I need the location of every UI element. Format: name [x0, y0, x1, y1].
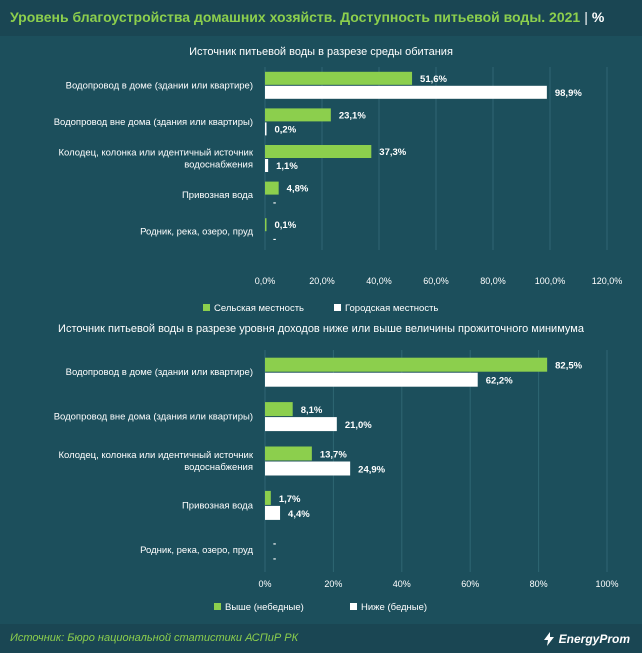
x-tick-label: 40%: [393, 579, 411, 589]
bar-white: [265, 122, 267, 136]
category-label: Водопровод в доме (здании или квартире): [66, 367, 253, 378]
data-label: -: [273, 198, 276, 209]
bar-green: [265, 357, 548, 372]
x-tick-label: 80,0%: [480, 276, 506, 286]
x-tick-label: 100%: [595, 579, 618, 589]
category-label: Родник, река, озеро, пруд: [140, 227, 253, 238]
chart-title: Источник питьевой воды в разрезе среды о…: [189, 46, 453, 58]
category-label-line: Водопровод в доме (здании или квартире): [66, 367, 253, 378]
x-tick-label: 80%: [530, 579, 548, 589]
data-label: 21,0%: [345, 420, 372, 431]
bar-green: [265, 181, 279, 195]
bar-green: [265, 145, 372, 158]
legend-swatch: [334, 304, 341, 311]
data-label: 51,6%: [420, 74, 447, 85]
x-tick-label: 20%: [324, 579, 342, 589]
category-label: Водопровод в доме (здании или квартире): [66, 80, 253, 91]
data-label: -: [273, 538, 276, 549]
x-tick-label: 60,0%: [423, 276, 449, 286]
data-label: 1,1%: [276, 161, 298, 172]
data-label: 4,4%: [288, 509, 310, 520]
bar-green: [265, 218, 267, 232]
data-label: 24,9%: [358, 465, 385, 476]
category-label: Колодец, колонка или идентичный источник…: [58, 450, 253, 473]
chart-1: Источник питьевой воды в разрезе среды о…: [54, 46, 623, 314]
category-label-line: водоснабжения: [184, 462, 253, 473]
x-tick-label: 20,0%: [309, 276, 335, 286]
source-text: Источник: Бюро национальной статистики А…: [10, 632, 299, 644]
bar-white: [265, 372, 478, 387]
x-tick-label: 40,0%: [366, 276, 392, 286]
category-label-line: Родник, река, озеро, пруд: [140, 545, 253, 556]
category-label: Привозная вода: [182, 500, 254, 511]
category-label-line: водоснабжения: [184, 160, 253, 171]
category-label-line: Водопровод вне дома (здания или квартиры…: [54, 412, 253, 423]
data-label: 62,2%: [486, 376, 513, 387]
category-label-line: Родник, река, озеро, пруд: [140, 227, 253, 238]
footer-bar: Источник: Бюро национальной статистики А…: [0, 624, 642, 653]
bar-white: [265, 505, 281, 520]
category-label-line: Привозная вода: [182, 500, 254, 511]
bar-white: [265, 159, 269, 172]
data-label: 1,7%: [279, 494, 301, 505]
data-label: 98,9%: [555, 88, 582, 99]
data-label: 0,2%: [275, 124, 297, 135]
category-label: Колодец, колонка или идентичный источник…: [58, 148, 253, 171]
category-label: Водопровод вне дома (здания или квартиры…: [54, 117, 253, 128]
x-tick-label: 0,0%: [255, 276, 276, 286]
bar-white: [265, 417, 337, 432]
x-tick-label: 120,0%: [592, 276, 623, 286]
lightning-icon: [543, 632, 554, 646]
data-label: 82,5%: [555, 361, 582, 372]
legend-swatch: [203, 304, 210, 311]
bar-green: [265, 71, 413, 85]
bar-green: [265, 108, 331, 122]
legend-swatch: [214, 603, 221, 610]
legend-label: Городская местность: [345, 303, 438, 314]
data-label: 4,8%: [287, 184, 309, 195]
header-bar: Уровень благоустройства домашних хозяйст…: [0, 0, 642, 36]
data-label: 8,1%: [301, 405, 323, 416]
x-tick-label: 60%: [461, 579, 479, 589]
page-title: Уровень благоустройства домашних хозяйст…: [10, 9, 604, 25]
category-label: Родник, река, озеро, пруд: [140, 545, 253, 556]
category-label-line: Колодец, колонка или идентичный источник: [58, 450, 253, 461]
legend-label: Сельская местность: [214, 303, 304, 314]
category-label-line: Водопровод в доме (здании или квартире): [66, 80, 253, 91]
data-label: -: [273, 234, 276, 245]
data-label: 37,3%: [379, 147, 406, 158]
title-separator: |: [584, 9, 588, 25]
category-label-line: Колодец, колонка или идентичный источник: [58, 148, 253, 159]
title-unit: %: [591, 9, 605, 25]
bar-white: [265, 461, 351, 476]
energyprom-logo: EnergyProm: [542, 629, 630, 649]
chart-title: Источник питьевой воды в разрезе уровня …: [58, 323, 585, 335]
category-label: Водопровод вне дома (здания или квартиры…: [54, 412, 253, 423]
bar-green: [265, 446, 312, 461]
page-title-text: Уровень благоустройства домашних хозяйст…: [10, 9, 581, 25]
bar-green: [265, 490, 271, 505]
data-label: 13,7%: [320, 450, 347, 461]
charts-canvas: Источник питьевой воды в разрезе среды о…: [54, 46, 623, 613]
data-label: -: [273, 553, 276, 564]
bar-green: [265, 402, 293, 417]
category-label: Привозная вода: [182, 190, 254, 201]
category-label-line: Водопровод вне дома (здания или квартиры…: [54, 117, 253, 128]
x-tick-label: 100,0%: [535, 276, 566, 286]
legend-swatch: [350, 603, 357, 610]
category-label-line: Привозная вода: [182, 190, 254, 201]
data-label: 0,1%: [275, 220, 297, 231]
data-label: 23,1%: [339, 110, 366, 121]
chart-2: Источник питьевой воды в разрезе уровня …: [54, 323, 619, 613]
legend-label: Ниже (бедные): [361, 602, 427, 613]
legend-label: Выше (небедные): [225, 602, 304, 613]
bar-white: [265, 85, 547, 99]
x-tick-label: 0%: [258, 579, 271, 589]
logo-text: EnergyProm: [558, 632, 630, 646]
